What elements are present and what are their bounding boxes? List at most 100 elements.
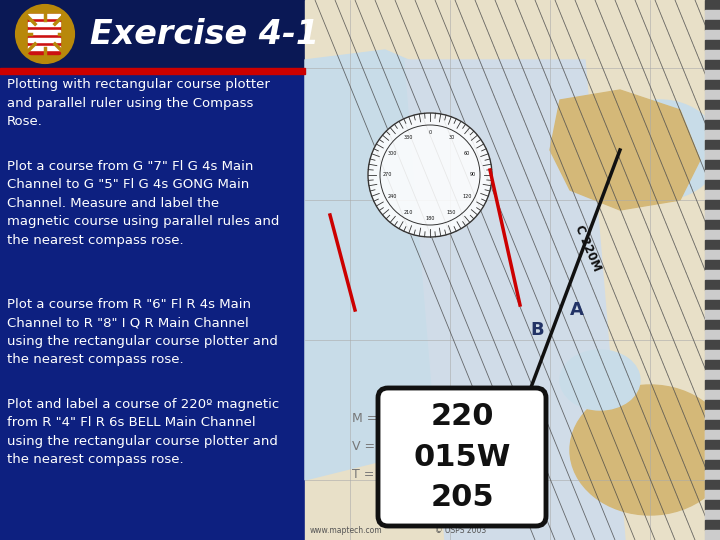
Text: A: A (570, 301, 584, 319)
Bar (705, 450, 720, 460)
Text: 0: 0 (428, 130, 431, 134)
Bar (305, 0, 720, 540)
Bar (705, 250, 720, 260)
Bar (705, 390, 720, 400)
Bar (705, 200, 720, 210)
Bar (705, 400, 720, 410)
Bar (705, 0, 720, 540)
Bar (0, 0, 305, 540)
Bar (705, 130, 720, 140)
Bar (705, 80, 720, 90)
Bar (705, 220, 720, 230)
Bar (0, 68, 305, 74)
Bar (705, 180, 720, 190)
Bar (705, 70, 720, 80)
Ellipse shape (560, 350, 640, 410)
Polygon shape (550, 90, 700, 210)
Text: V =: V = (352, 440, 375, 453)
Bar (705, 340, 720, 350)
Bar (705, 260, 720, 270)
Bar (705, 40, 720, 50)
Bar (705, 410, 720, 420)
Bar (705, 230, 720, 240)
Bar (705, 290, 720, 300)
Bar (705, 310, 720, 320)
Bar (705, 530, 720, 540)
Bar (705, 500, 720, 510)
Bar (705, 460, 720, 470)
Polygon shape (405, 60, 625, 540)
Bar (705, 380, 720, 390)
Bar (28, 38, 60, 42)
Bar (28, 14, 60, 18)
Text: T =: T = (352, 468, 374, 481)
Bar (705, 510, 720, 520)
Bar (705, 480, 720, 490)
Bar (28, 46, 60, 50)
Text: 240: 240 (388, 194, 397, 199)
Bar (705, 190, 720, 200)
Text: 150: 150 (447, 210, 456, 215)
Text: B: B (530, 321, 544, 339)
Bar (705, 280, 720, 290)
Ellipse shape (600, 100, 720, 200)
Bar (705, 10, 720, 20)
Bar (705, 60, 720, 70)
Text: 60: 60 (464, 151, 470, 156)
Bar (705, 160, 720, 170)
Bar (705, 90, 720, 100)
Bar (705, 140, 720, 150)
Bar (705, 150, 720, 160)
Text: Exercise 4-1: Exercise 4-1 (90, 17, 319, 51)
Text: 180: 180 (426, 215, 435, 220)
Text: Plot a course from R "6" Fl R 4s Main
Channel to R "8" I Q R Main Channel
using : Plot a course from R "6" Fl R 4s Main Ch… (7, 298, 278, 367)
Text: 330: 330 (404, 135, 413, 140)
Bar (705, 440, 720, 450)
FancyBboxPatch shape (378, 388, 546, 526)
Text: C 220M: C 220M (572, 223, 603, 273)
Text: 220
015W
205: 220 015W 205 (413, 402, 510, 512)
Text: Plot a course from G "7" Fl G 4s Main
Channel to G "5" Fl G 4s GONG Main
Channel: Plot a course from G "7" Fl G 4s Main Ch… (7, 160, 279, 247)
Bar (705, 490, 720, 500)
Bar (705, 120, 720, 130)
Text: Plot and label a course of 220º magnetic
from R "4" Fl R 6s BELL Main Channel
us: Plot and label a course of 220º magnetic… (7, 398, 279, 467)
Bar (705, 210, 720, 220)
Bar (705, 320, 720, 330)
Bar (705, 370, 720, 380)
Bar (705, 420, 720, 430)
Bar (28, 22, 60, 26)
Text: 120: 120 (462, 194, 472, 199)
Bar (705, 300, 720, 310)
Bar (705, 240, 720, 250)
Bar (705, 20, 720, 30)
Bar (705, 360, 720, 370)
Bar (705, 430, 720, 440)
Text: 210: 210 (404, 210, 413, 215)
Circle shape (31, 20, 59, 48)
Bar (705, 520, 720, 530)
Polygon shape (28, 14, 60, 54)
Polygon shape (305, 50, 525, 480)
Bar (705, 470, 720, 480)
Text: 270: 270 (382, 172, 392, 178)
Circle shape (17, 6, 73, 62)
Bar (705, 330, 720, 340)
Bar (705, 170, 720, 180)
Circle shape (368, 113, 492, 237)
Bar (705, 110, 720, 120)
Text: © USPS 2003: © USPS 2003 (435, 526, 486, 535)
Text: 90: 90 (470, 172, 476, 178)
Bar (705, 50, 720, 60)
Bar (28, 30, 60, 34)
Text: Plotting with rectangular course plotter
and parallel ruler using the Compass
Ro: Plotting with rectangular course plotter… (7, 78, 270, 128)
Text: 30: 30 (449, 135, 454, 140)
Ellipse shape (570, 385, 720, 515)
Bar (705, 30, 720, 40)
Bar (705, 270, 720, 280)
Bar (0, 0, 720, 68)
Bar (705, 100, 720, 110)
Text: M =: M = (352, 412, 377, 425)
Bar (705, 350, 720, 360)
Text: www.maptech.com: www.maptech.com (310, 526, 382, 535)
Text: 300: 300 (388, 151, 397, 156)
